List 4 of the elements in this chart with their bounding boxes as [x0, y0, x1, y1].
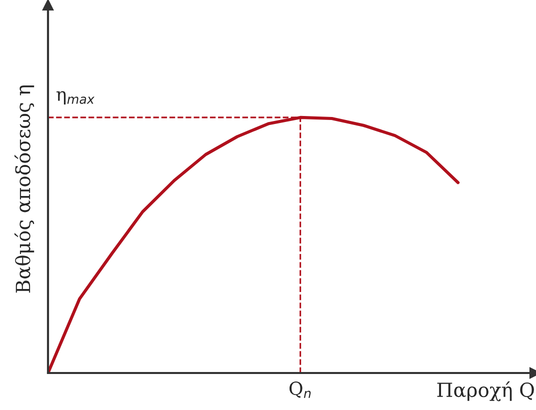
y-axis-title: Βαθμός αποδόσεως η — [14, 85, 34, 293]
x-axis-title: Παροχή Q — [437, 381, 534, 402]
ref-line-label: η$_{max}$ — [56, 91, 95, 105]
text: Q$_{n}$ — [290, 382, 311, 398]
